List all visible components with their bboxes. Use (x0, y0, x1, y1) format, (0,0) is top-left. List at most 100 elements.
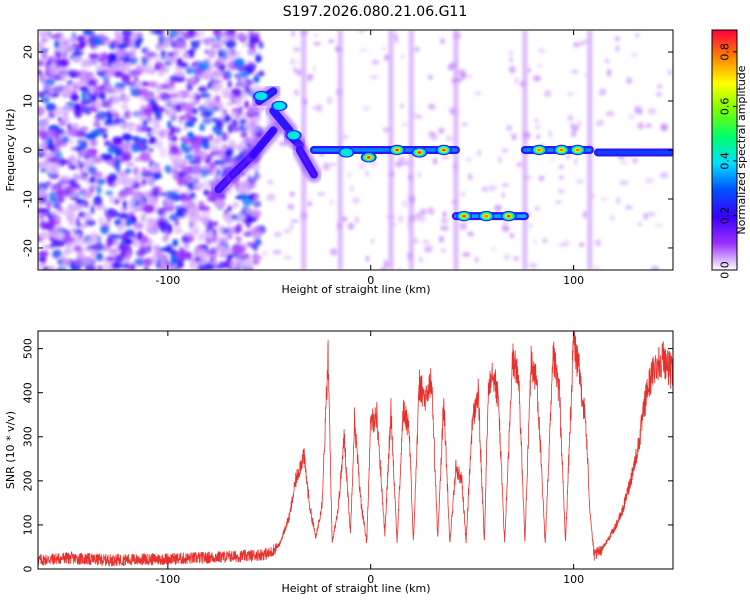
spectrogram-noise-blob (162, 211, 168, 217)
spectrogram-noise-blob (76, 159, 81, 165)
spectrogram-noise-blob (575, 179, 585, 184)
spectrogram-noise-blob (614, 36, 621, 41)
spectrogram-noise-blob (211, 260, 219, 266)
spectrogram-noise-blob (293, 66, 297, 74)
spectrogram-ytick-label: 10 (22, 94, 35, 108)
spectrogram-noise-blob (125, 122, 137, 127)
spectrogram-noise-blob (50, 229, 63, 239)
spectrogram-noise-blob (142, 204, 155, 214)
spectrogram-noise-blob (211, 79, 216, 85)
spectrogram-noise-blob (328, 38, 335, 44)
spectrogram-noise-blob (513, 256, 520, 262)
spectrogram-noise-blob (88, 53, 99, 60)
spectrogram-noise-blob (67, 123, 72, 131)
spectrogram-noise-blob (254, 170, 259, 181)
spectrogram-noise-blob (152, 109, 164, 115)
spectrogram-noise-blob (92, 36, 103, 47)
spectrogram-noise-blob (306, 74, 313, 82)
spectrogram-noise-blob (571, 125, 580, 131)
spectrogram-noise-blob (58, 43, 67, 53)
spectrogram-noise-blob (174, 128, 180, 133)
spectrogram-noise-blob (477, 149, 481, 157)
spectrogram-noise-blob (49, 33, 60, 40)
spectrogram-noise-blob (217, 152, 225, 157)
spectrogram-noise-blob (583, 72, 588, 78)
spectrogram-noise-blob (172, 263, 178, 268)
spectrogram-noise-blob (114, 118, 120, 125)
spectrogram-noise-blob (112, 112, 121, 119)
spectrogram-noise-blob (538, 175, 545, 182)
spectrogram-noise-blob (208, 220, 213, 230)
spectrogram-noise-blob (100, 53, 107, 62)
spectrogram-noise-blob (97, 264, 103, 270)
spectrogram-noise-blob (90, 30, 96, 37)
spectrogram-noise-blob (110, 209, 116, 216)
spectrogram-noise-blob (100, 61, 109, 67)
spectrogram-noise-blob (47, 141, 54, 149)
spectrogram-noise-blob (125, 217, 132, 227)
spectrogram-noise-blob (51, 209, 57, 216)
spectrogram-noise-blob (230, 97, 236, 105)
spectrogram-noise-blob (313, 33, 319, 38)
spectrogram-noise-blob (257, 50, 261, 57)
spectrogram-noise-blob (182, 210, 194, 218)
spectrogram-noise-blob (38, 59, 45, 67)
spectrogram-noise-blob (106, 52, 115, 63)
spectrogram-noise-blob (111, 261, 122, 270)
spectrogram-noise-blob (185, 66, 194, 75)
spectrogram-noise-blob (143, 257, 153, 267)
spectrogram-noise-blob (154, 139, 164, 150)
spectrogram-noise-blob (207, 48, 217, 59)
spectrogram-noise-blob (224, 114, 231, 119)
spectrogram-noise-blob (467, 73, 472, 79)
spectrogram-noise-blob (316, 192, 326, 196)
spectrogram-noise-blob (122, 199, 128, 209)
spectrogram-noise-blob (235, 223, 243, 234)
spectrogram-noise-blob (131, 69, 143, 75)
spectrogram-noise-blob (128, 177, 136, 186)
spectrogram-noise-blob (103, 75, 110, 84)
spectrogram-noise-blob (509, 56, 513, 63)
spectrogram-noise-blob (250, 31, 261, 38)
spectrogram-noise-blob (207, 229, 213, 240)
spectrogram-noise-blob (103, 140, 112, 147)
spectrogram-noise-blob (275, 231, 283, 238)
snr-xtick-label: 0 (367, 573, 374, 586)
spectrogram-noise-blob (71, 32, 77, 39)
spectrogram-noise-blob (287, 204, 295, 210)
snr-ytick-label: 300 (22, 426, 35, 447)
spectrogram-noise-blob (81, 71, 87, 78)
spectrogram-noise-blob (116, 212, 129, 219)
spectrogram-noise-blob (75, 198, 88, 206)
spectrogram-noise-blob (243, 86, 252, 95)
spectrogram-noise-blob (107, 111, 113, 122)
spectrogram-noise-blob (124, 110, 130, 119)
spectrogram-noise-blob (38, 129, 48, 138)
spectrogram-noise-blob (160, 223, 167, 232)
spectrogram-noise-blob (184, 121, 195, 128)
spectrogram-noise-blob (105, 190, 114, 196)
spectrogram-noise-blob (90, 205, 95, 215)
spectrogram-noise-blob (414, 212, 424, 219)
spectrogram-noise-blob (257, 174, 262, 179)
spectrogram-noise-blob (295, 68, 303, 77)
spectrogram-noise-blob (173, 227, 184, 235)
spectrogram-noise-blob (126, 81, 137, 86)
spectrogram-noise-blob (205, 250, 217, 255)
spectrogram-noise-blob (215, 168, 222, 176)
spectrogram-noise-blob (214, 159, 221, 164)
spectrogram-noise-blob (380, 267, 388, 270)
spectrogram-noise-blob (423, 245, 433, 253)
spectrogram-noise-blob (60, 70, 70, 81)
spectrogram-noise-blob (218, 252, 228, 258)
spectrogram-noise-blob (182, 113, 194, 122)
spectrogram-noise-blob (266, 179, 274, 185)
spectrogram-noise-blob (90, 171, 103, 179)
spectrogram-noise-blob (45, 202, 53, 208)
spectrogram-noise-blob (96, 185, 102, 195)
spectrogram-noise-blob (42, 122, 48, 132)
spectrogram-noise-blob (534, 117, 539, 123)
spectrogram-noise-blob (46, 128, 58, 138)
spectrogram-noise-blob (180, 197, 192, 203)
